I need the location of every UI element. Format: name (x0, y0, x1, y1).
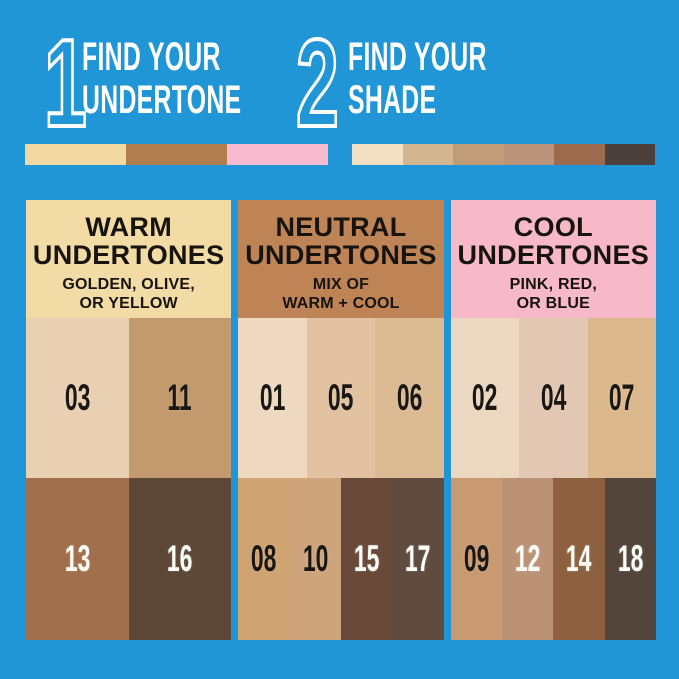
shade-swatch-02: 02 (450, 318, 520, 478)
shade-label-03: 03 (64, 377, 91, 418)
panel-cool-subtitle-line1: PINK, RED, (509, 276, 597, 293)
panel-neutral-deep-shades-row: 08 10 15 17 (238, 478, 444, 640)
shade-swatch-15: 15 (340, 478, 393, 640)
shade-label-07: 07 (608, 377, 635, 418)
shade-swatch-09: 09 (450, 478, 502, 640)
panel-neutral-subtitle-line1: MIX OF (312, 276, 370, 293)
step-2-title-line2: SHADE (348, 78, 437, 122)
panel-warm-undertones: WARM UNDERTONES GOLDEN, OLIVE, OR YELLOW… (26, 200, 232, 640)
panel-warm-subtitle-line1: GOLDEN, OLIVE, (62, 276, 195, 293)
undertone-panels: WARM UNDERTONES GOLDEN, OLIVE, OR YELLOW… (26, 200, 656, 640)
step-1-title: FIND YOUR UNDERTONE (82, 36, 339, 122)
panel-warm-subtitle: GOLDEN, OLIVE, OR YELLOW (26, 275, 231, 313)
panel-neutral-subtitle: MIX OF WARM + COOL (238, 275, 443, 313)
step-1-number-text: 1 (43, 15, 88, 153)
shade-label-13: 13 (64, 538, 91, 579)
shade-swatch-10: 10 (289, 478, 341, 640)
panel-cool-subtitle-line2: OR BLUE (516, 295, 591, 312)
step-1-title-line2: UNDERTONE (82, 78, 242, 122)
shade-swatch-08: 08 (238, 478, 290, 640)
shade-label-05: 05 (328, 377, 354, 418)
shade-label-11: 11 (167, 377, 193, 418)
shade-color-strip (352, 144, 655, 165)
panel-neutral-subtitle-line2: WARM + COOL (282, 295, 400, 312)
panel-warm-title-line2: UNDERTONES (32, 240, 225, 270)
shade-swatch-06: 06 (375, 318, 444, 478)
shade-label-17: 17 (405, 538, 431, 579)
shade-label-09: 09 (463, 538, 490, 579)
panel-cool-light-shades-row: 02 04 07 (450, 318, 656, 478)
shade-label-16: 16 (167, 538, 193, 579)
step-2-title: FIND YOUR SHADE (348, 36, 572, 122)
panel-neutral-title: NEUTRAL UNDERTONES (238, 213, 443, 269)
undertone-color-strip (25, 144, 328, 165)
shade-swatch-13: 13 (26, 478, 129, 640)
shade-label-02: 02 (472, 377, 498, 418)
panel-neutral-light-shades-row: 01 05 06 (238, 318, 444, 478)
shade-swatch-14: 14 (553, 478, 605, 640)
shade-label-18: 18 (617, 538, 644, 579)
shade-strip-swatch-6 (604, 144, 655, 165)
shade-swatch-05: 05 (306, 318, 376, 478)
shade-strip-swatch-2 (402, 144, 453, 165)
panel-neutral-header: NEUTRAL UNDERTONES MIX OF WARM + COOL (238, 200, 444, 318)
panel-warm-subtitle-line2: OR YELLOW (79, 295, 178, 312)
panel-cool-undertones: COOL UNDERTONES PINK, RED, OR BLUE 02 04… (450, 200, 656, 640)
panel-cool-deep-shades-row: 09 12 14 18 (450, 478, 656, 640)
shade-strip-swatch-3 (453, 144, 504, 165)
panel-warm-header: WARM UNDERTONES GOLDEN, OLIVE, OR YELLOW (26, 200, 232, 318)
shade-swatch-17: 17 (392, 478, 444, 640)
panel-neutral-title-line1: NEUTRAL (275, 212, 407, 242)
shade-swatch-03: 03 (26, 318, 129, 478)
panel-cool-title-line2: UNDERTONES (457, 240, 650, 270)
shade-label-10: 10 (302, 538, 329, 579)
shade-strip-swatch-1 (352, 144, 403, 165)
shade-swatch-04: 04 (519, 318, 588, 478)
step-2-title-line1: FIND YOUR (348, 35, 487, 79)
shade-label-15: 15 (353, 538, 380, 579)
panel-cool-subtitle: PINK, RED, OR BLUE (451, 275, 656, 313)
shade-swatch-16: 16 (128, 478, 232, 640)
panel-warm-light-shades-row: 03 11 (26, 318, 232, 478)
shade-label-01: 01 (259, 377, 286, 418)
undertone-strip-neutral-swatch (126, 144, 227, 165)
panel-neutral-title-line2: UNDERTONES (245, 240, 437, 270)
shade-label-04: 04 (540, 377, 567, 418)
panel-neutral-undertones: NEUTRAL UNDERTONES MIX OF WARM + COOL 01… (238, 200, 444, 640)
step-1-title-line1: FIND YOUR (82, 35, 221, 79)
panel-warm-deep-shades-row: 13 16 (26, 478, 232, 640)
undertone-strip-cool-swatch (227, 144, 328, 165)
panel-warm-title: WARM UNDERTONES (26, 213, 231, 269)
shade-swatch-12: 12 (501, 478, 554, 640)
shade-label-12: 12 (514, 538, 541, 579)
panel-cool-title-line1: COOL (513, 212, 593, 242)
shade-label-08: 08 (251, 538, 277, 579)
shade-strip-swatch-5 (554, 144, 605, 165)
shade-swatch-07: 07 (587, 318, 656, 478)
step-2-outline-number: 2 (295, 15, 365, 153)
shade-label-14: 14 (566, 538, 592, 579)
shade-swatch-18: 18 (604, 478, 656, 640)
undertone-strip-warm-swatch (25, 144, 126, 165)
panel-cool-title: COOL UNDERTONES (451, 213, 656, 269)
panel-warm-title-line1: WARM (85, 212, 172, 242)
shade-swatch-11: 11 (128, 318, 232, 478)
shade-strip-swatch-4 (503, 144, 554, 165)
shade-label-06: 06 (396, 377, 423, 418)
step-2-number-text: 2 (295, 15, 340, 153)
step-1-outline-number: 1 (43, 15, 113, 153)
shade-swatch-01: 01 (238, 318, 307, 478)
panel-cool-header: COOL UNDERTONES PINK, RED, OR BLUE (450, 200, 656, 318)
